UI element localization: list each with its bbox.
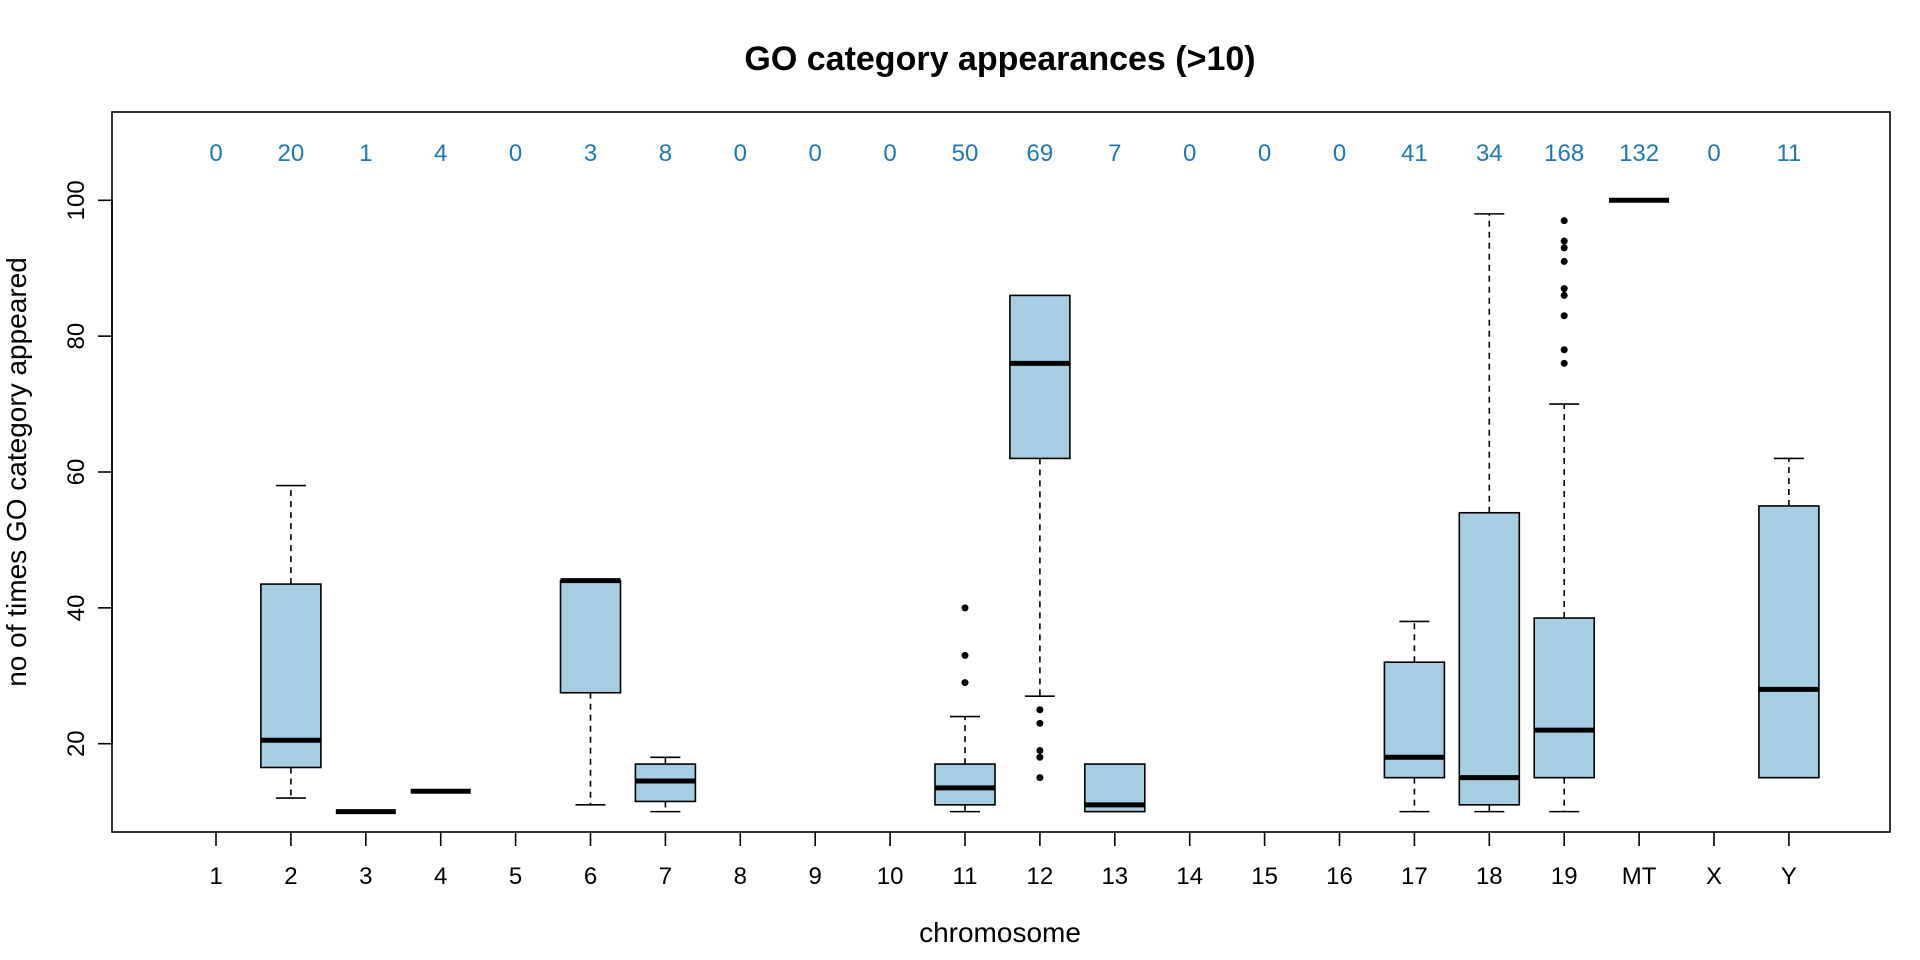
count-label: 8 bbox=[659, 140, 672, 167]
count-label: 0 bbox=[1333, 140, 1346, 167]
outlier-point bbox=[1036, 719, 1044, 727]
count-label: 0 bbox=[209, 140, 222, 167]
x-tick-label: X bbox=[1706, 863, 1722, 890]
boxplot bbox=[1009, 294, 1071, 782]
count-label: 0 bbox=[809, 140, 822, 167]
x-tick-label: 15 bbox=[1251, 863, 1278, 890]
y-tick-label: 40 bbox=[63, 594, 90, 621]
count-label: 20 bbox=[278, 140, 305, 167]
outlier-point bbox=[1036, 774, 1044, 782]
x-tick-label: 18 bbox=[1476, 863, 1503, 890]
boxplot bbox=[559, 578, 622, 806]
count-label: 168 bbox=[1544, 140, 1584, 167]
count-labels: 0 20 1 4 0 3 8 0 0 0 50 69 7 0 0 0 41 34 168 132 0 11 bbox=[209, 140, 1801, 167]
outlier-point bbox=[1036, 753, 1044, 761]
outlier-point bbox=[1560, 285, 1568, 293]
x-tick-label: 1 bbox=[209, 863, 222, 890]
count-label: 0 bbox=[1707, 140, 1720, 167]
box bbox=[1533, 617, 1595, 779]
outlier-point bbox=[1036, 746, 1044, 754]
box bbox=[1383, 661, 1446, 779]
x-tick-label: 12 bbox=[1027, 863, 1054, 890]
chart-title: GO category appearances (>10) bbox=[744, 40, 1255, 78]
x-tick-label: 5 bbox=[509, 863, 522, 890]
count-label: 0 bbox=[509, 140, 522, 167]
outlier-point bbox=[1560, 312, 1568, 320]
count-label: 0 bbox=[1258, 140, 1271, 167]
count-label: 0 bbox=[734, 140, 747, 167]
count-label: 11 bbox=[1776, 140, 1801, 167]
count-label: 4 bbox=[434, 140, 447, 167]
outlier-point bbox=[1036, 706, 1044, 714]
outlier-point bbox=[1560, 291, 1568, 299]
x-tick-label: 19 bbox=[1551, 863, 1578, 890]
box bbox=[559, 579, 622, 694]
y-tick-label: 80 bbox=[63, 323, 90, 350]
boxplot bbox=[1533, 217, 1595, 813]
outlier-point bbox=[1560, 217, 1568, 225]
x-axis-label: chromosome bbox=[919, 917, 1081, 948]
plot-frame bbox=[111, 111, 1891, 833]
boxplot bbox=[1383, 620, 1446, 813]
count-label: 50 bbox=[952, 140, 979, 167]
outlier-point bbox=[961, 679, 969, 687]
outlier-point bbox=[1560, 257, 1568, 265]
boxplot bbox=[1458, 213, 1521, 813]
count-label: 1 bbox=[359, 140, 372, 167]
outlier-point bbox=[1560, 359, 1568, 367]
box bbox=[1009, 294, 1071, 460]
x-tick-label: 13 bbox=[1101, 863, 1128, 890]
count-label: 132 bbox=[1619, 140, 1659, 167]
x-tick-label: 17 bbox=[1401, 863, 1428, 890]
box bbox=[260, 583, 322, 769]
boxplot bbox=[1758, 457, 1820, 779]
x-tick-label: 4 bbox=[434, 863, 447, 890]
outlier-point bbox=[1560, 346, 1568, 354]
count-label: 0 bbox=[883, 140, 896, 167]
x-tick-label: 8 bbox=[734, 863, 747, 890]
x-tick-label: 3 bbox=[359, 863, 372, 890]
count-label: 3 bbox=[584, 140, 597, 167]
x-tick-label: Y bbox=[1781, 863, 1797, 890]
y-tick-label: 100 bbox=[63, 180, 90, 220]
boxplots bbox=[260, 197, 1820, 815]
outlier-point bbox=[961, 651, 969, 659]
x-axis: 1 2 3 4 5 6 7 8 9 10 11 12 13 14 15 16 17 18 19 MT X Y bbox=[209, 832, 1797, 890]
x-tick-label: 14 bbox=[1176, 863, 1203, 890]
x-tick-label: 10 bbox=[877, 863, 904, 890]
y-axis: 20 40 60 80 100 bbox=[63, 180, 113, 757]
outlier-point bbox=[961, 604, 969, 612]
x-tick-label: 11 bbox=[953, 863, 978, 890]
y-tick-label: 60 bbox=[63, 459, 90, 486]
box bbox=[934, 763, 996, 806]
y-axis-label: no of times GO category appeared bbox=[1, 257, 32, 687]
x-tick-label: 7 bbox=[659, 863, 672, 890]
x-tick-label: 16 bbox=[1326, 863, 1353, 890]
boxplot bbox=[260, 484, 322, 799]
count-label: 69 bbox=[1027, 140, 1054, 167]
x-tick-label: 2 bbox=[284, 863, 297, 890]
y-tick-label: 20 bbox=[63, 730, 90, 757]
count-label: 7 bbox=[1108, 140, 1121, 167]
count-label: 0 bbox=[1183, 140, 1196, 167]
boxplot bbox=[634, 756, 697, 813]
boxplot bbox=[1084, 763, 1146, 813]
outlier-point bbox=[1560, 244, 1568, 252]
box bbox=[1758, 505, 1820, 779]
x-tick-label: MT bbox=[1622, 863, 1657, 890]
x-tick-label: 9 bbox=[809, 863, 822, 890]
x-tick-label: 6 bbox=[584, 863, 597, 890]
boxplot bbox=[934, 604, 996, 813]
count-label: 41 bbox=[1401, 140, 1428, 167]
outlier-point bbox=[1560, 237, 1568, 245]
box bbox=[1458, 511, 1521, 806]
count-label: 34 bbox=[1476, 140, 1503, 167]
